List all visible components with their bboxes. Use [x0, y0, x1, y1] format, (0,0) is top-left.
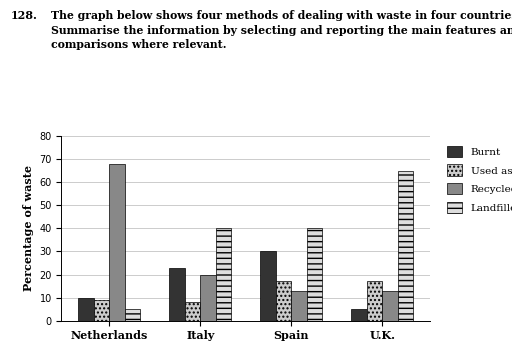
Bar — [200, 275, 216, 321]
Bar — [260, 251, 276, 321]
Bar — [185, 302, 200, 321]
Bar — [307, 228, 322, 321]
Bar — [351, 309, 367, 321]
Bar — [94, 300, 109, 321]
Legend: Burnt, Used as chemicals, Recycled, Landfilled: Burnt, Used as chemicals, Recycled, Land… — [443, 142, 512, 217]
Bar — [398, 171, 413, 321]
Text: 128.: 128. — [10, 10, 37, 21]
Bar — [291, 291, 307, 321]
Y-axis label: Percentage of waste: Percentage of waste — [23, 165, 34, 292]
Bar — [109, 164, 124, 321]
Bar — [169, 268, 185, 321]
Bar — [382, 291, 398, 321]
Bar — [367, 281, 382, 321]
Bar — [78, 297, 94, 321]
Bar — [216, 228, 231, 321]
Bar — [124, 309, 140, 321]
Text: The graph below shows four methods of dealing with waste in four countries.
Summ: The graph below shows four methods of de… — [51, 10, 512, 50]
Bar — [276, 281, 291, 321]
